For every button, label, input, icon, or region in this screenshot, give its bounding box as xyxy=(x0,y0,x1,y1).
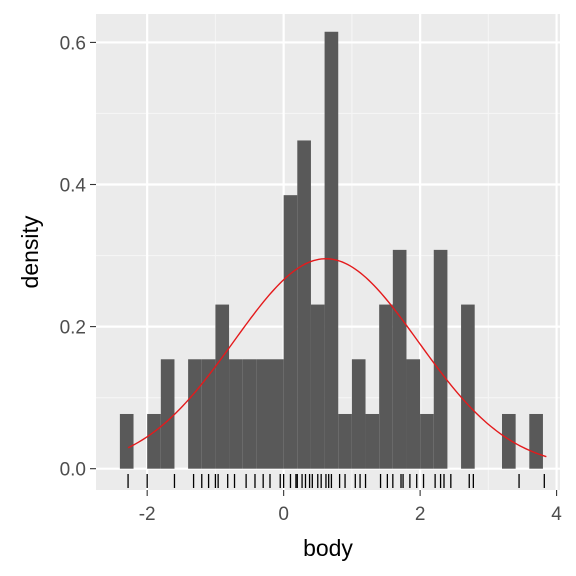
histogram-bar xyxy=(392,249,407,469)
histogram-bar xyxy=(529,413,543,469)
histogram-bar xyxy=(310,304,325,469)
normal-density-curve xyxy=(127,258,547,458)
histogram-bar xyxy=(270,359,284,469)
y-tick-label: 0.6 xyxy=(60,33,86,54)
y-tick-label: 0.4 xyxy=(60,176,87,197)
histogram-bar xyxy=(147,413,161,469)
histogram-bar xyxy=(338,413,352,469)
y-tick-label: 0.0 xyxy=(60,460,86,481)
histogram-bar xyxy=(433,249,448,469)
histogram-bars xyxy=(119,31,543,469)
y-tick-label: 0.2 xyxy=(60,318,86,339)
rug-marks xyxy=(127,474,545,488)
histogram-bar xyxy=(420,413,434,469)
x-tick-label: -2 xyxy=(139,504,156,525)
histogram-bar xyxy=(229,359,243,469)
x-tick-label: 2 xyxy=(415,504,426,525)
y-axis: 0.0 0.2 0.4 0.6 xyxy=(60,33,96,481)
histogram-bar xyxy=(365,413,380,469)
histogram-bar xyxy=(461,304,475,469)
histogram-bar xyxy=(215,304,230,469)
x-tick-label: 0 xyxy=(278,504,289,525)
histogram-bar xyxy=(256,359,270,469)
histogram-bar xyxy=(242,359,257,469)
histogram-bar xyxy=(379,304,393,469)
histogram-bar xyxy=(160,359,175,469)
x-axis: -2 0 2 4 xyxy=(139,490,562,525)
y-axis-title: density xyxy=(17,215,43,288)
x-axis-title: body xyxy=(303,535,353,561)
histogram-bar xyxy=(297,140,311,469)
histogram-bar xyxy=(406,359,421,469)
histogram-bar xyxy=(324,31,339,469)
histogram-bar xyxy=(119,413,134,469)
histogram-bar xyxy=(188,359,202,469)
x-tick-label: 4 xyxy=(551,504,562,525)
histogram-bar xyxy=(283,195,298,469)
histogram-bar xyxy=(201,359,216,469)
histogram-bar xyxy=(351,359,366,469)
histogram-bar xyxy=(502,413,516,469)
